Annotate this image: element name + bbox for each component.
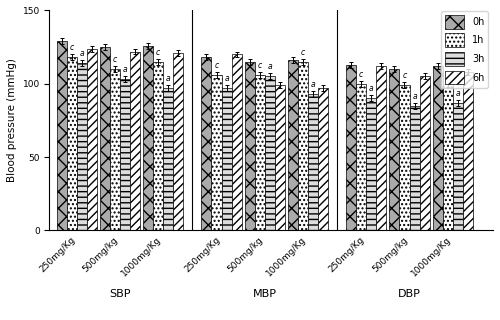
Bar <box>308 94 318 230</box>
Text: c: c <box>156 48 160 57</box>
Bar <box>110 69 120 230</box>
Bar <box>77 63 87 230</box>
Bar <box>390 69 400 230</box>
Bar <box>452 103 463 230</box>
Bar <box>298 62 308 230</box>
Text: a: a <box>123 65 128 74</box>
Text: a: a <box>412 92 417 100</box>
Bar <box>366 99 376 230</box>
Bar <box>87 49 97 230</box>
Text: DBP: DBP <box>398 289 421 299</box>
Text: MBP: MBP <box>253 289 277 299</box>
Bar <box>202 57 211 230</box>
Text: a: a <box>369 84 374 93</box>
Bar <box>143 46 153 230</box>
Bar <box>232 54 241 230</box>
Y-axis label: Blood pressure (mmHg): Blood pressure (mmHg) <box>7 59 17 182</box>
Bar <box>67 57 77 230</box>
Text: c: c <box>402 71 406 80</box>
Text: c: c <box>359 70 364 79</box>
Text: c: c <box>214 61 218 70</box>
Bar <box>356 84 366 230</box>
Bar <box>432 66 442 230</box>
Bar <box>163 88 173 230</box>
Text: a: a <box>456 89 460 98</box>
Bar <box>318 88 328 230</box>
Text: c: c <box>446 70 450 79</box>
Text: a: a <box>166 74 170 83</box>
Text: c: c <box>301 48 305 57</box>
Bar <box>288 60 298 230</box>
Bar <box>244 62 254 230</box>
Bar <box>212 75 222 230</box>
Text: c: c <box>70 43 74 52</box>
Text: SBP: SBP <box>110 289 131 299</box>
Bar <box>346 65 356 230</box>
Text: a: a <box>310 80 316 89</box>
Bar <box>120 79 130 230</box>
Bar <box>100 47 110 230</box>
Text: a: a <box>80 49 84 58</box>
Bar <box>400 85 409 230</box>
Bar <box>130 52 140 230</box>
Bar <box>420 76 430 230</box>
Bar <box>376 66 386 230</box>
Bar <box>410 106 420 230</box>
Legend: 0h, 1h, 3h, 6h: 0h, 1h, 3h, 6h <box>441 11 488 88</box>
Bar <box>275 85 285 230</box>
Text: a: a <box>268 62 272 71</box>
Bar <box>56 41 67 230</box>
Bar <box>442 84 452 230</box>
Bar <box>254 75 265 230</box>
Text: c: c <box>113 55 117 64</box>
Bar <box>265 76 275 230</box>
Bar <box>174 53 184 230</box>
Bar <box>463 72 473 230</box>
Text: c: c <box>258 61 262 70</box>
Text: a: a <box>224 74 229 83</box>
Bar <box>222 88 232 230</box>
Bar <box>153 62 163 230</box>
